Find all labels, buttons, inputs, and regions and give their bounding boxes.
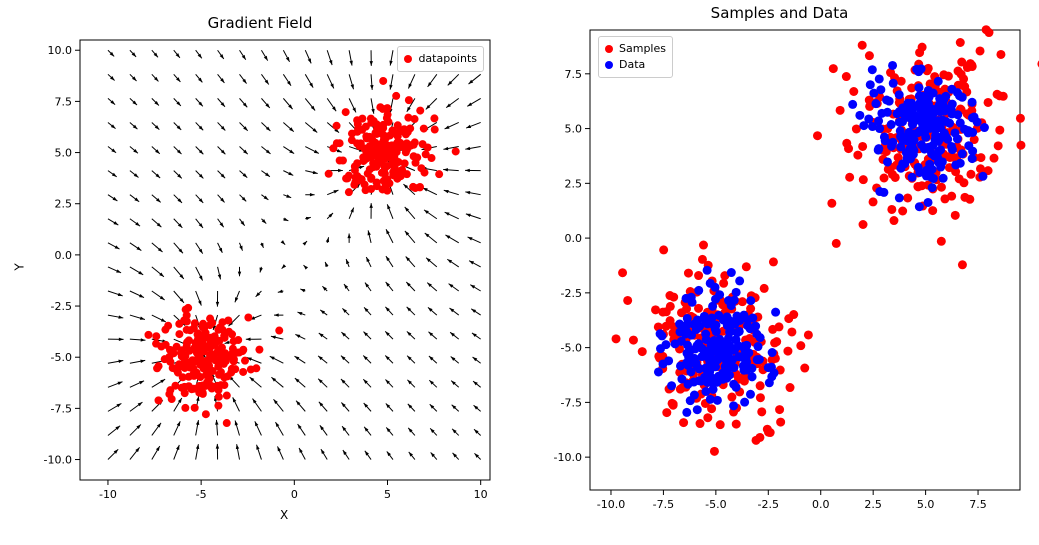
svg-text:7.5: 7.5	[565, 68, 583, 81]
right-legend: Samples Data	[598, 36, 673, 78]
svg-text:-5.0: -5.0	[705, 498, 726, 511]
legend-marker-data	[605, 61, 613, 69]
svg-text:10.0: 10.0	[48, 44, 73, 57]
legend-marker-samples	[605, 45, 613, 53]
svg-text:5.0: 5.0	[565, 123, 583, 136]
svg-text:7.5: 7.5	[55, 95, 73, 108]
svg-text:10: 10	[474, 488, 488, 501]
svg-text:-5.0: -5.0	[51, 351, 72, 364]
svg-text:-7.5: -7.5	[561, 396, 582, 409]
left-plot-canvas: -10 -5 0 5 10 -10.0 -7.5 -5.0 -2.5 0.0 2.5 5.0 7.5 10…	[0, 0, 520, 545]
subplot-samples-data: Samples and Data -10.0 -7.5 -5.0 -2.5 0.0 2.5…	[520, 0, 1039, 545]
left-legend: datapoints	[397, 46, 484, 72]
svg-text:-7.5: -7.5	[653, 498, 674, 511]
svg-text:-10: -10	[99, 488, 117, 501]
svg-text:0.0: 0.0	[565, 232, 583, 245]
legend-label-data: Data	[619, 57, 645, 73]
left-title: Gradient Field	[0, 14, 520, 32]
legend-marker-datapoints	[404, 55, 412, 63]
svg-text:2.5: 2.5	[864, 498, 882, 511]
svg-text:2.5: 2.5	[55, 198, 73, 211]
svg-text:-10.0: -10.0	[44, 454, 72, 467]
svg-text:-5.0: -5.0	[561, 342, 582, 355]
legend-label-datapoints: datapoints	[418, 51, 477, 67]
legend-item-data: Data	[605, 57, 666, 73]
svg-text:-2.5: -2.5	[51, 300, 72, 313]
svg-text:5: 5	[384, 488, 391, 501]
svg-text:5.0: 5.0	[917, 498, 935, 511]
right-plot-canvas: -10.0 -7.5 -5.0 -2.5 0.0 2.5 5.0 7.5 -10.0 -7.5 -5…	[520, 0, 1039, 545]
svg-text:0.0: 0.0	[55, 249, 73, 262]
right-title: Samples and Data	[520, 4, 1039, 22]
svg-text:-2.5: -2.5	[561, 287, 582, 300]
svg-text:2.5: 2.5	[565, 177, 583, 190]
svg-text:5.0: 5.0	[55, 147, 73, 160]
left-xlabel: X	[280, 508, 288, 522]
legend-item-samples: Samples	[605, 41, 666, 57]
svg-text:-2.5: -2.5	[758, 498, 779, 511]
legend-label-samples: Samples	[619, 41, 666, 57]
svg-text:0: 0	[291, 488, 298, 501]
figure: Gradient Field -10 -5 0 5 10 -10.0 -7.5 -5.0 -2.…	[0, 0, 1039, 545]
svg-text:7.5: 7.5	[969, 498, 987, 511]
left-ylabel: Y	[13, 263, 27, 270]
svg-text:-5: -5	[196, 488, 207, 501]
legend-item-datapoints: datapoints	[404, 51, 477, 67]
svg-text:-10.0: -10.0	[554, 451, 582, 464]
subplot-gradient-field: Gradient Field -10 -5 0 5 10 -10.0 -7.5 -5.0 -2.…	[0, 0, 520, 545]
svg-text:-7.5: -7.5	[51, 402, 72, 415]
svg-text:-10.0: -10.0	[597, 498, 625, 511]
svg-text:0.0: 0.0	[812, 498, 830, 511]
